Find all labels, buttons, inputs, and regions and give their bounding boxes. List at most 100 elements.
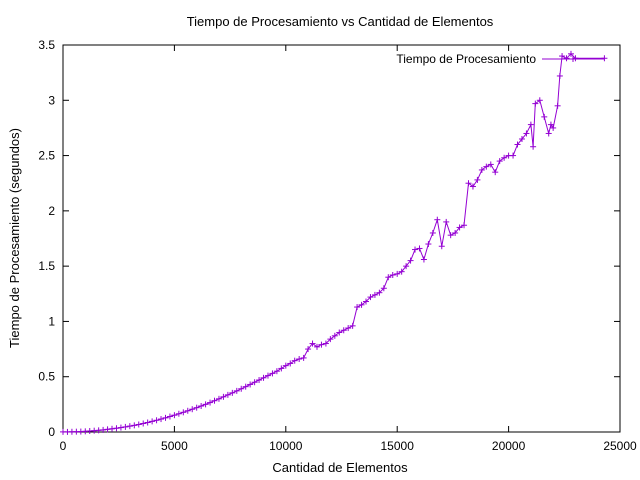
data-point bbox=[122, 423, 129, 430]
data-point bbox=[501, 154, 508, 161]
data-point bbox=[184, 407, 191, 414]
data-point bbox=[518, 135, 525, 142]
data-point bbox=[229, 389, 236, 396]
data-point bbox=[545, 130, 552, 137]
data-point bbox=[135, 421, 142, 428]
data-point bbox=[425, 241, 432, 248]
data-point bbox=[532, 100, 539, 107]
data-point bbox=[126, 423, 133, 430]
data-point bbox=[291, 357, 298, 364]
y-tick-label: 1.5 bbox=[38, 259, 55, 273]
legend-marker bbox=[570, 56, 576, 62]
data-point bbox=[273, 368, 280, 375]
data-point bbox=[461, 222, 468, 229]
data-point bbox=[331, 332, 338, 339]
data-point bbox=[550, 124, 557, 131]
series-layer bbox=[60, 50, 608, 435]
data-point bbox=[536, 97, 543, 104]
data-point bbox=[207, 399, 214, 406]
data-point bbox=[380, 285, 387, 292]
data-point bbox=[313, 343, 320, 350]
plot-frame bbox=[62, 44, 621, 433]
data-point bbox=[340, 327, 347, 334]
y-axis: 0 0.5 1 1.5 2 2.5 3 3.5 bbox=[38, 38, 620, 439]
x-tick-label: 5000 bbox=[161, 439, 188, 453]
data-point bbox=[193, 404, 200, 411]
data-point bbox=[487, 161, 494, 168]
data-point bbox=[514, 141, 521, 148]
data-point bbox=[465, 180, 472, 187]
data-point bbox=[256, 377, 263, 384]
data-point bbox=[117, 424, 124, 431]
data-point bbox=[345, 325, 352, 332]
data-point bbox=[100, 426, 107, 433]
data-point bbox=[456, 224, 463, 231]
data-point bbox=[478, 166, 485, 173]
x-tick-label: 0 bbox=[60, 439, 67, 453]
data-point bbox=[398, 268, 405, 275]
x-tick-label: 10000 bbox=[269, 439, 303, 453]
data-point bbox=[349, 322, 356, 329]
data-point bbox=[149, 418, 156, 425]
data-point bbox=[322, 340, 329, 347]
data-point bbox=[394, 270, 401, 277]
data-point bbox=[180, 409, 187, 416]
data-point bbox=[327, 336, 334, 343]
data-point bbox=[247, 381, 254, 388]
data-point bbox=[189, 406, 196, 413]
data-point bbox=[601, 55, 608, 62]
data-point bbox=[530, 143, 537, 150]
data-point bbox=[376, 289, 383, 296]
data-point bbox=[175, 410, 182, 417]
data-point bbox=[278, 365, 285, 372]
y-tick-label: 0 bbox=[48, 425, 55, 439]
data-point bbox=[104, 426, 111, 433]
data-point bbox=[407, 257, 414, 264]
data-point bbox=[282, 362, 289, 369]
data-point bbox=[109, 425, 116, 432]
data-point bbox=[260, 374, 267, 381]
data-point bbox=[447, 232, 454, 239]
data-point bbox=[264, 372, 271, 379]
data-point bbox=[354, 304, 361, 311]
data-point bbox=[385, 274, 392, 281]
data-point bbox=[496, 158, 503, 165]
data-point bbox=[389, 271, 396, 278]
data-point bbox=[336, 329, 343, 336]
y-tick-label: 1 bbox=[48, 314, 55, 328]
data-point bbox=[144, 419, 151, 426]
series-line bbox=[63, 53, 605, 433]
data-point bbox=[443, 218, 450, 225]
data-point bbox=[416, 245, 423, 252]
data-point bbox=[166, 413, 173, 420]
data-point bbox=[287, 360, 294, 367]
data-point bbox=[541, 113, 548, 120]
data-point bbox=[429, 229, 436, 236]
data-point bbox=[224, 391, 231, 398]
y-tick-label: 2 bbox=[48, 204, 55, 218]
data-point bbox=[215, 395, 222, 402]
y-tick-label: 2.5 bbox=[38, 149, 55, 163]
data-point bbox=[242, 383, 249, 390]
data-point bbox=[153, 417, 160, 424]
data-point bbox=[113, 425, 120, 432]
data-point bbox=[238, 385, 245, 392]
data-point bbox=[162, 414, 169, 421]
data-point bbox=[556, 72, 563, 79]
y-tick-label: 3 bbox=[48, 93, 55, 107]
data-point bbox=[547, 121, 554, 128]
data-point bbox=[251, 379, 258, 386]
data-point bbox=[131, 422, 138, 429]
data-point bbox=[318, 341, 325, 348]
y-tick-label: 0.5 bbox=[38, 370, 55, 384]
x-tick-label: 20000 bbox=[492, 439, 526, 453]
x-tick-label: 25000 bbox=[603, 439, 637, 453]
data-point bbox=[403, 263, 410, 270]
data-point bbox=[563, 55, 570, 62]
data-point bbox=[158, 416, 165, 423]
data-point bbox=[358, 301, 365, 308]
data-point bbox=[452, 229, 459, 236]
data-point bbox=[198, 403, 205, 410]
x-axis-title: Cantidad de Elementos bbox=[272, 460, 408, 475]
